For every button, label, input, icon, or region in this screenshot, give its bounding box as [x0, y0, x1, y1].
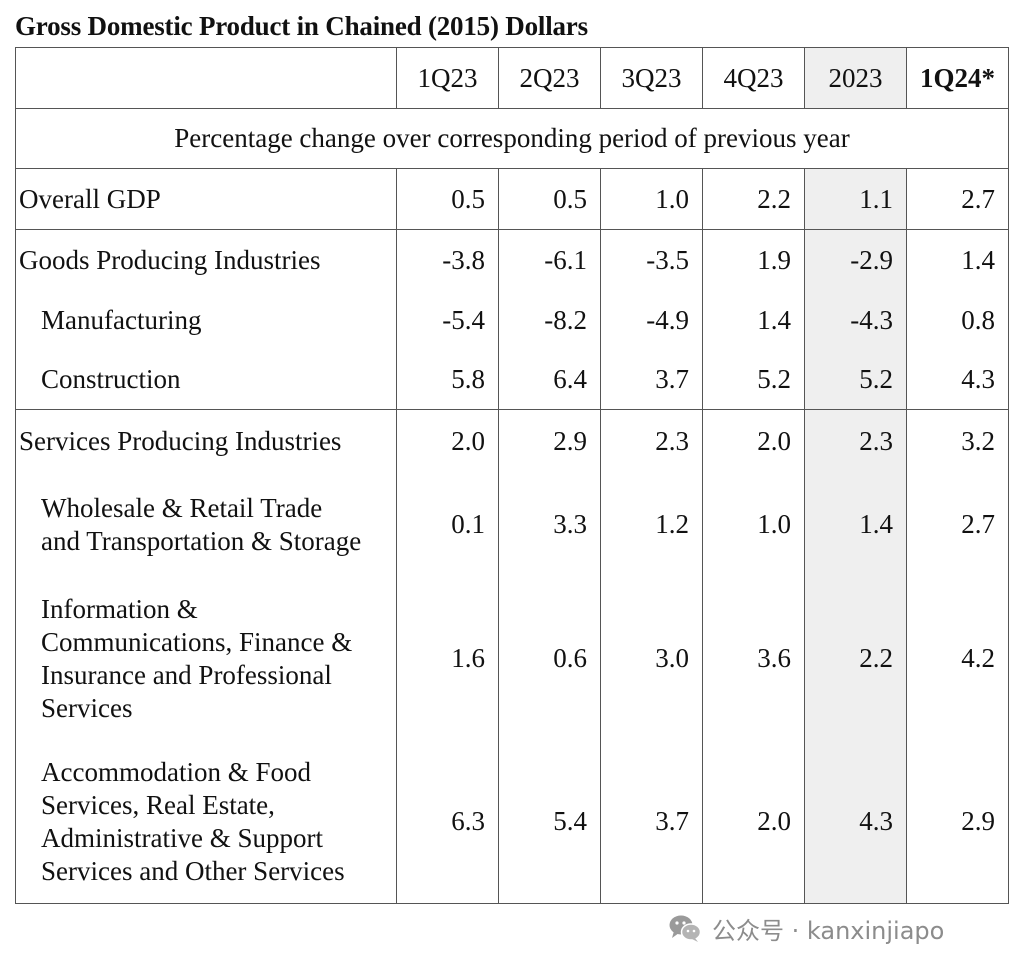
row-label-line: Communications, Finance & — [41, 626, 353, 657]
table-cell: 3.3 — [498, 472, 601, 577]
table-cell: 2.9 — [906, 740, 1009, 904]
gdp-table: 1Q23 2Q23 3Q23 4Q23 2023 1Q24* Percentag… — [15, 47, 1009, 904]
table-cell: 3.7 — [600, 349, 703, 410]
table-cell: 1.9 — [702, 229, 805, 291]
row-label: Construction — [15, 349, 397, 410]
table-cell: 4.3 — [906, 349, 1009, 410]
row-label: Services Producing Industries — [15, 409, 397, 473]
table-cell: 0.5 — [498, 168, 601, 230]
table-cell: 0.8 — [906, 290, 1009, 350]
table-cell: 1.6 — [396, 576, 499, 741]
row-label-line: and Transportation & Storage — [41, 525, 362, 556]
page-title: Gross Domestic Product in Chained (2015)… — [15, 11, 588, 41]
row-label-line: Wholesale & Retail Trade — [41, 492, 323, 523]
table-row: Goods Producing Industries -3.8 -6.1 -3.… — [15, 229, 1009, 291]
subheader-text: Percentage change over corresponding per… — [15, 108, 1009, 169]
header-blank-cell — [15, 47, 397, 109]
table-row: Overall GDP 0.5 0.5 1.0 2.2 1.1 2.7 — [15, 168, 1009, 230]
wechat-icon — [669, 915, 702, 942]
table-cell: 2.0 — [702, 409, 805, 473]
table-cell: 2.3 — [804, 409, 907, 473]
table-cell: -2.9 — [804, 229, 907, 291]
table-cell: 2.9 — [498, 409, 601, 473]
table-cell: 4.3 — [804, 740, 907, 904]
watermark-text: 公众号 · kanxinjiapo — [712, 916, 945, 945]
row-label: Manufacturing — [15, 290, 397, 350]
table-cell: 0.1 — [396, 472, 499, 577]
column-header: 3Q23 — [600, 47, 703, 109]
table-cell: 1.4 — [702, 290, 805, 350]
table-row: Information & Communications, Finance & In… — [15, 576, 1009, 741]
row-label: Accommodation & Food Services, Real Estat… — [15, 740, 397, 904]
row-label-line: Services — [41, 692, 133, 723]
table-cell: 5.4 — [498, 740, 601, 904]
table-cell: 2.0 — [396, 409, 499, 473]
table-cell: 1.0 — [702, 472, 805, 577]
table-header-row: 1Q23 2Q23 3Q23 4Q23 2023 1Q24* — [15, 47, 1009, 109]
row-label-line: Administrative & Support — [41, 822, 323, 853]
subheader-row: Percentage change over corresponding per… — [15, 108, 1009, 169]
row-label: Information & Communications, Finance & In… — [15, 576, 397, 741]
table-cell: 5.2 — [702, 349, 805, 410]
table-cell: 5.2 — [804, 349, 907, 410]
table-cell: -3.5 — [600, 229, 703, 291]
row-label: Overall GDP — [15, 168, 397, 230]
row-label-line: Information & — [41, 593, 198, 624]
table-cell: 0.6 — [498, 576, 601, 741]
column-header: 2023 — [804, 47, 907, 109]
row-label: Goods Producing Industries — [15, 229, 397, 291]
row-label-line: Accommodation & Food — [41, 756, 311, 787]
table-row: Services Producing Industries 2.0 2.9 2.… — [15, 409, 1009, 473]
table-cell: 6.3 — [396, 740, 499, 904]
table-cell: 2.2 — [804, 576, 907, 741]
table-cell: 2.2 — [702, 168, 805, 230]
table-cell: 2.3 — [600, 409, 703, 473]
table-cell: 0.5 — [396, 168, 499, 230]
column-header: 4Q23 — [702, 47, 805, 109]
table-cell: -4.9 — [600, 290, 703, 350]
table-cell: 3.7 — [600, 740, 703, 904]
table-cell: 2.7 — [906, 168, 1009, 230]
table-row: Manufacturing -5.4 -8.2 -4.9 1.4 -4.3 0.… — [15, 290, 1009, 350]
table-cell: -5.4 — [396, 290, 499, 350]
table-cell: -6.1 — [498, 229, 601, 291]
table-cell: 5.8 — [396, 349, 499, 410]
table-cell: 3.6 — [702, 576, 805, 741]
table-cell: -8.2 — [498, 290, 601, 350]
table-cell: 3.2 — [906, 409, 1009, 473]
table-cell: 1.1 — [804, 168, 907, 230]
table-cell: 2.7 — [906, 472, 1009, 577]
column-header: 1Q24* — [906, 47, 1009, 109]
table-row: Construction 5.8 6.4 3.7 5.2 5.2 4.3 — [15, 349, 1009, 410]
table-cell: 3.0 — [600, 576, 703, 741]
row-label: Wholesale & Retail Trade and Transportati… — [15, 472, 397, 577]
column-header: 2Q23 — [498, 47, 601, 109]
column-header: 1Q23 — [396, 47, 499, 109]
row-label-line: Services, Real Estate, — [41, 789, 275, 820]
table-row: Wholesale & Retail Trade and Transportati… — [15, 472, 1009, 577]
table-cell: -4.3 — [804, 290, 907, 350]
table-cell: 1.2 — [600, 472, 703, 577]
table-row: Accommodation & Food Services, Real Estat… — [15, 740, 1009, 904]
table-cell: 4.2 — [906, 576, 1009, 741]
table-cell: 2.0 — [702, 740, 805, 904]
table-cell: 1.4 — [804, 472, 907, 577]
watermark: 公众号 · kanxinjiapo — [668, 908, 944, 948]
table-cell: -3.8 — [396, 229, 499, 291]
table-cell: 6.4 — [498, 349, 601, 410]
table-cell: 1.0 — [600, 168, 703, 230]
table-cell: 1.4 — [906, 229, 1009, 291]
row-label-line: Insurance and Professional — [41, 659, 332, 690]
row-label-line: Services and Other Services — [41, 855, 345, 886]
